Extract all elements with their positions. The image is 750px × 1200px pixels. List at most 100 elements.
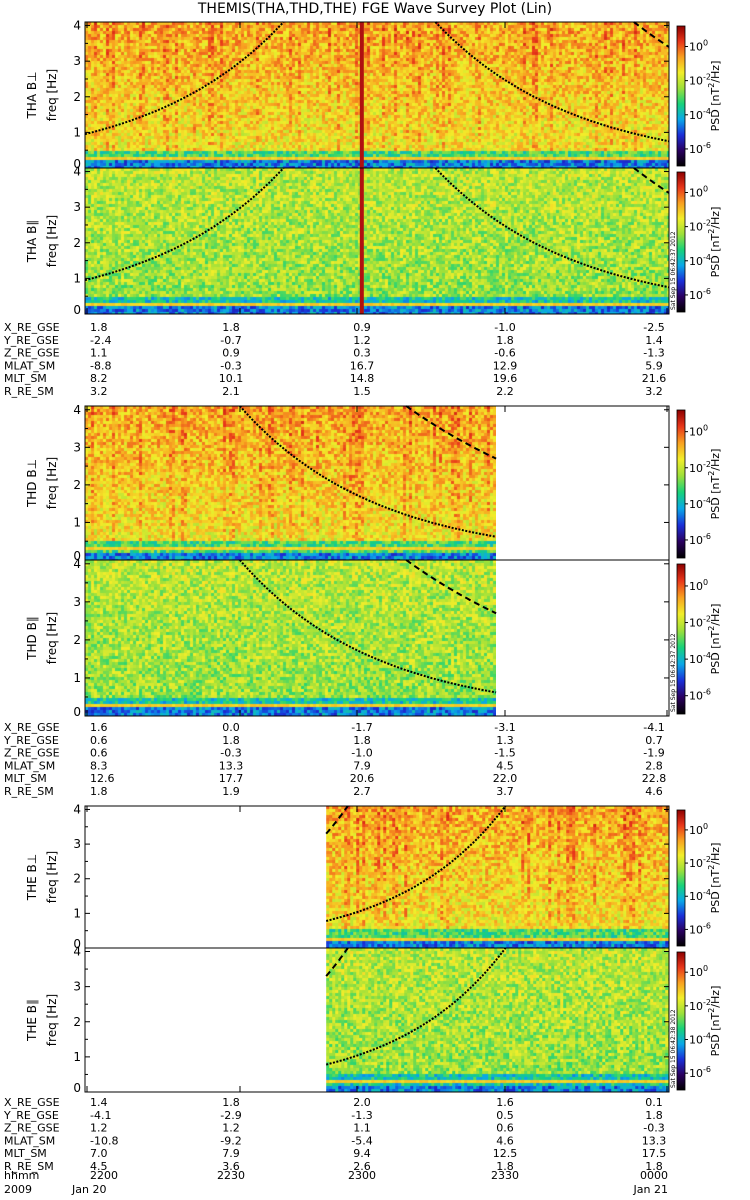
colorbar-tick-label: 10-2 <box>689 615 711 630</box>
spectrogram-image <box>85 168 669 314</box>
year-label: 2009 <box>4 1183 32 1196</box>
y-tick-label: 2 <box>73 478 81 492</box>
ephemeris-name: R_RE_SM <box>4 1160 54 1173</box>
ephemeris-name: MLAT_SM <box>4 1134 55 1147</box>
ephemeris-name: Z_RE_GSE <box>4 747 60 760</box>
y-axis-label: freq [Hz] <box>45 69 59 121</box>
panel-label: THD B∥ <box>25 616 39 661</box>
y-tick-label: 3 <box>73 200 81 214</box>
colorbar-tick-label: 10-6 <box>689 287 711 302</box>
y-tick-label: 1 <box>73 125 81 139</box>
wideband-spike <box>359 22 364 168</box>
ephemeris-name: Y_RE_GSE <box>3 1109 59 1122</box>
ephemeris-value: -1.3 <box>643 347 664 360</box>
colorbar-tick-label: 10-4 <box>689 651 711 666</box>
y-axis-label: freq [Hz] <box>45 851 59 903</box>
panel-thd-par: 0 1 2 3 4 freq [Hz] THD B∥ 100 10-2 10-4 10-6 PSD [… <box>25 557 722 719</box>
ephemeris-value: -2.4 <box>90 334 111 347</box>
creation-timestamp: Sat Sep 15 06:42:37 2012 <box>670 633 677 712</box>
colorbar <box>676 809 686 947</box>
ephemeris-value: -2.9 <box>220 1109 241 1122</box>
wideband-spike <box>359 168 364 314</box>
panel-the-perp: 0 1 2 3 4 freq [Hz] THE B⊥ 100 10-2 10-4 10-6 PSD [… <box>25 802 722 951</box>
ephemeris-value: 3.7 <box>496 785 514 798</box>
y-tick-label: 3 <box>73 837 81 851</box>
ephemeris-value: 1.6 <box>90 721 108 734</box>
y-tick-label: 0 <box>73 705 81 719</box>
colorbar-tick-label: 10-2 <box>689 998 711 1013</box>
y-tick-label: 3 <box>73 54 81 68</box>
y-tick-label: 1 <box>73 1050 81 1064</box>
ephemeris-value: -4.1 <box>90 1109 111 1122</box>
colorbar-label: PSD [nT2/Hz] <box>707 61 722 132</box>
gyrofrequency-curve <box>434 167 670 289</box>
ephemeris-value: 2.6 <box>353 1160 371 1173</box>
ephemeris-value: 2.1 <box>222 385 240 398</box>
colorbar-tick-label: 10-4 <box>689 496 711 511</box>
ephemeris-value: 0.3 <box>353 347 371 360</box>
ephemeris-value: 22.0 <box>493 772 518 785</box>
creation-timestamp: Sat Sep 15 06:42:38 2012 <box>670 1009 677 1088</box>
ephemeris-value: 1.8 <box>222 734 240 747</box>
ephemeris-name: X_RE_GSE <box>4 321 60 334</box>
x-tick-label: 2330 <box>491 1169 519 1182</box>
probe-thd-group: 0 1 2 3 4 freq [Hz] THD B⊥ 100 10-2 10-4 10-6 PSD [… <box>3 403 722 798</box>
panel-frame <box>84 167 670 315</box>
ephemeris-value: 19.6 <box>493 372 518 385</box>
y-tick-label: 2 <box>73 872 81 886</box>
y-tick-label: 0 <box>73 303 81 317</box>
ephemeris-name: Y_RE_GSE <box>3 334 59 347</box>
ephemeris-value: 21.6 <box>642 372 667 385</box>
ephemeris-value: 1.8 <box>496 334 514 347</box>
x-tick-label: 2200 <box>90 1169 118 1182</box>
spectrogram-image <box>85 406 496 560</box>
x-tick-label: 0000 <box>640 1169 668 1182</box>
colorbar-label: PSD [nT2/Hz] <box>707 449 722 520</box>
colorbar-tick-label: 10-4 <box>689 253 711 268</box>
creation-timestamp: Sat Sep 15 06:42:37 2012 <box>670 231 677 310</box>
ephemeris-value: 0.7 <box>645 734 663 747</box>
time-row-label: hhmm <box>4 1169 39 1182</box>
colorbar-tick-label: 100 <box>689 424 708 439</box>
ephemeris-value: 14.8 <box>350 372 375 385</box>
ephemeris-value: 0.0 <box>222 721 240 734</box>
colorbar-tick-label: 10-6 <box>689 688 711 703</box>
colorbar-tick-label: 10-4 <box>689 107 711 122</box>
ephemeris-value: -1.7 <box>351 721 372 734</box>
gyrofrequency-curve <box>325 947 507 1066</box>
y-tick-label: 2 <box>73 90 81 104</box>
panel-tha-par: 0 1 2 3 4 freq [Hz] THA B∥ 100 10-2 10-4 10-6 PSD [… <box>25 165 722 317</box>
colorbar <box>676 951 686 1091</box>
ephemeris-value: 20.6 <box>350 772 375 785</box>
ephemeris-value: -0.3 <box>220 359 241 372</box>
ephemeris-value: 0.6 <box>90 734 108 747</box>
ephemeris-value: 3.6 <box>222 1160 240 1173</box>
harmonic-curve <box>633 21 670 48</box>
y-tick-label: 0 <box>73 157 81 171</box>
ephemeris-value: 2.8 <box>645 759 663 772</box>
ephemeris-value: 0.9 <box>222 347 240 360</box>
y-tick-label: 4 <box>73 557 81 571</box>
ephemeris-value: 8.3 <box>90 759 108 772</box>
ephemeris-name: MLT_SM <box>4 772 47 785</box>
colorbar-tick-label: 10-2 <box>689 219 711 234</box>
ephemeris-name: MLT_SM <box>4 372 47 385</box>
colorbar-tick-label: 100 <box>689 964 708 979</box>
colorbar-tick-label: 10-4 <box>689 1032 711 1047</box>
ephemeris-value: 10.1 <box>219 372 244 385</box>
panel-label: THE B⊥ <box>25 854 39 901</box>
y-tick-label: 1 <box>73 271 81 285</box>
gyrofrequency-curve <box>325 805 507 922</box>
y-tick-label: 3 <box>73 980 81 994</box>
ephemeris-value: 1.2 <box>90 1122 108 1135</box>
harmonic-curve <box>633 167 670 194</box>
ephemeris-value: 1.2 <box>222 1122 240 1135</box>
harmonic-curve <box>325 805 349 835</box>
y-axis-label: freq [Hz] <box>45 994 59 1046</box>
colorbar-tick-label: 10-4 <box>689 888 711 903</box>
ephemeris-value: 7.9 <box>353 759 371 772</box>
panel-label: THA B∥ <box>25 220 39 264</box>
y-axis-label: freq [Hz] <box>45 457 59 509</box>
ephemeris-value: 7.0 <box>90 1147 108 1160</box>
